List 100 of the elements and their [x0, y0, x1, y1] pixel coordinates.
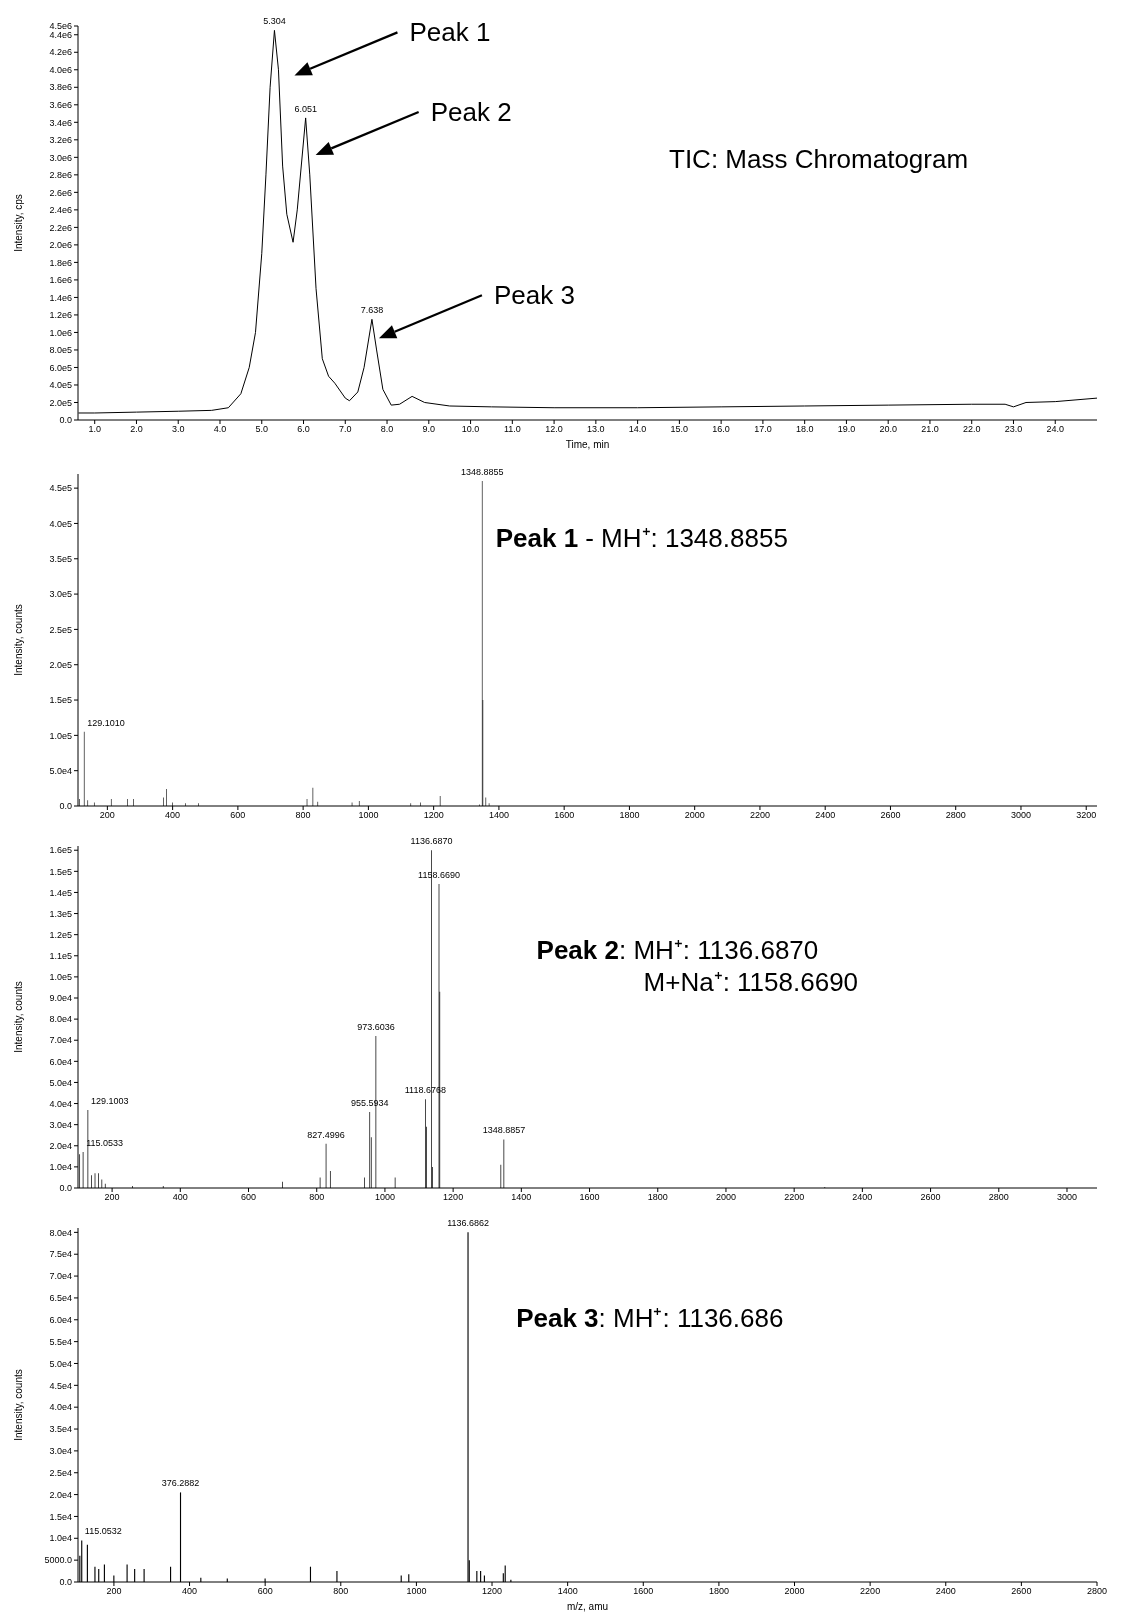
y-tick-label: 4.0e4	[49, 1098, 72, 1109]
y-tick-label: 4.5e6	[49, 21, 72, 32]
y-tick-label: 2.0e6	[49, 240, 72, 251]
x-tick-label: 2000	[715, 1192, 736, 1203]
annotation: Peak 3	[516, 1303, 599, 1334]
annotation: M+Na⁺: 1158.6690	[643, 966, 859, 997]
x-tick-label: 400	[172, 1192, 188, 1203]
y-tick-label: 1.0e6	[49, 327, 72, 338]
annotation: 955.5934	[351, 1098, 389, 1108]
y-tick-label: 6.0e5	[49, 362, 72, 373]
x-tick-label: 2400	[935, 1586, 956, 1597]
x-tick-label: 2400	[852, 1192, 873, 1203]
text: TIC: Mass Chromatogram	[669, 143, 969, 174]
y-tick-label: 3.5e4	[49, 1424, 72, 1435]
y-tick-label: 8.0e4	[49, 1227, 72, 1238]
y-tick-label: 0.0	[59, 801, 72, 812]
x-tick-label: 600	[230, 810, 246, 821]
annotation: : MH⁺: 1136.6870	[618, 934, 819, 965]
annotation: Peak 2	[536, 934, 619, 965]
y-tick-label: 3.2e6	[49, 135, 72, 146]
x-tick-label: 1.0	[88, 424, 101, 435]
annotation: 1348.8857	[482, 1125, 526, 1136]
x-tick-label: 2200	[860, 1586, 881, 1597]
annotation: Peak 2	[430, 96, 512, 127]
y-tick-label: 4.0e4	[49, 1402, 72, 1413]
y-tick-label: 3.0e4	[49, 1446, 72, 1457]
y-tick-label: 1.5e5	[49, 695, 72, 706]
y-tick-label: 1.6e6	[49, 275, 72, 286]
x-tick-label: 14.0	[628, 424, 647, 435]
y-tick-label: 5.0e4	[49, 765, 72, 776]
x-tick-label: 4.0	[213, 424, 227, 435]
y-tick-label: 1.4e6	[49, 292, 72, 303]
y-tick-label: 3.0e4	[49, 1119, 72, 1130]
annotation: 115.0533	[86, 1138, 124, 1149]
x-tick-label: 3000	[1010, 810, 1031, 821]
annotation: 973.6036	[357, 1022, 395, 1032]
y-tick-label: 1.0e4	[49, 1533, 72, 1544]
y-tick-label: 2.6e6	[49, 187, 72, 198]
x-tick-label: 400	[165, 810, 181, 821]
x-tick-label: 1200	[482, 1586, 503, 1597]
y-tick-label: 1.5e4	[49, 1511, 72, 1522]
x-tick-label: 2600	[920, 1192, 941, 1203]
x-tick-label: 200	[104, 1192, 120, 1203]
annotation: 376.2882	[161, 1478, 200, 1489]
x-tick-label: 21.0	[921, 424, 939, 435]
y-tick-label: 1.0e4	[49, 1162, 72, 1173]
y-tick-label: 2.0e5	[49, 397, 72, 408]
x-tick-label: 18.0	[795, 424, 814, 435]
annotation: 7.638	[360, 305, 384, 316]
y-tick-label: 2.0e5	[49, 659, 72, 670]
y-tick-label: 7.0e4	[49, 1271, 72, 1282]
annotation: 129.1010	[87, 717, 125, 728]
annotation: 1136.6870	[410, 836, 453, 847]
y-tick-label: 2.0e4	[49, 1140, 72, 1151]
y-tick-label: 3.0e6	[49, 152, 72, 163]
y-tick-label: 5.5e4	[49, 1336, 72, 1347]
x-tick-label: 600	[257, 1586, 273, 1597]
x-tick-label: 16.0	[712, 424, 730, 435]
y-tick-label: 0.0	[59, 1183, 72, 1194]
x-tick-label: 7.0	[339, 424, 352, 435]
x-tick-label: 1600	[579, 1192, 600, 1203]
y-tick-label: 2.0e4	[49, 1489, 72, 1500]
x-tick-label: 2800	[945, 810, 966, 821]
x-tick-label: 13.0	[587, 424, 605, 435]
y-tick-label: 6.0e4	[49, 1314, 72, 1325]
x-tick-label: 24.0	[1046, 424, 1064, 435]
y-tick-label: 5.0e4	[49, 1358, 72, 1369]
x-tick-label: 1400	[557, 1586, 578, 1597]
y-tick-label: 2.5e5	[49, 624, 72, 635]
x-tick-label: 2600	[880, 810, 901, 821]
x-tick-label: 1200	[443, 1192, 464, 1203]
x-tick-label: 2200	[749, 810, 770, 821]
x-tick-label: 2000	[784, 1586, 805, 1597]
y-axis-title: Intensity, counts	[13, 981, 24, 1053]
annotation: - MH⁺: 1348.8855	[585, 523, 788, 554]
y-tick-label: 1.1e5	[49, 950, 72, 961]
y-axis-title: Intensity, counts	[13, 604, 24, 676]
annotation: 115.0532	[84, 1526, 122, 1537]
y-tick-label: 2.4e6	[49, 205, 72, 216]
y-tick-label: 8.0e5	[49, 345, 72, 356]
x-tick-label: 2400	[815, 810, 836, 821]
x-tick-label: 2800	[988, 1192, 1009, 1203]
x-tick-label: 23.0	[1004, 424, 1023, 435]
y-tick-label: 4.2e6	[49, 47, 72, 58]
y-tick-label: 8.0e4	[49, 1014, 72, 1025]
y-tick-label: 7.5e4	[49, 1249, 72, 1260]
x-tick-label: 9.0	[422, 424, 436, 435]
y-tick-label: 6.5e4	[49, 1293, 72, 1304]
x-tick-label: 800	[309, 1192, 325, 1203]
x-tick-label: 1800	[619, 810, 640, 821]
x-tick-label: 600	[241, 1192, 257, 1203]
x-tick-label: 1600	[554, 810, 575, 821]
annotation: Peak 1	[495, 523, 579, 554]
y-tick-label: 1.6e5	[49, 845, 72, 856]
x-tick-label: 1400	[488, 810, 509, 821]
x-tick-label: 17.0	[754, 424, 772, 435]
y-tick-label: 1.0e5	[49, 730, 72, 741]
annotation: 129.1003	[90, 1095, 129, 1106]
annotation: 1136.6862	[447, 1218, 490, 1229]
y-tick-label: 1.2e6	[49, 310, 72, 321]
